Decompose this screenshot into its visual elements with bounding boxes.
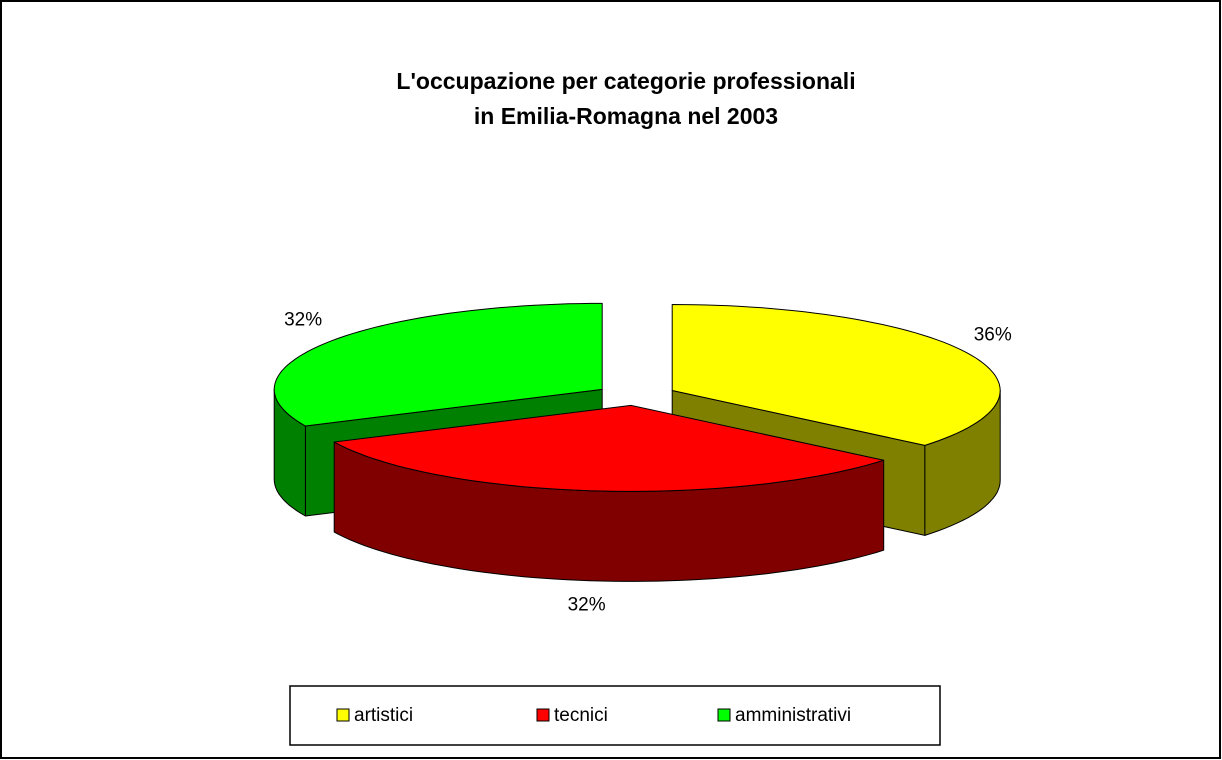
slice [273,302,603,427]
data-label: 36% [974,325,1012,346]
legend-swatch [536,708,550,722]
legend-label: amministrativi [735,705,851,726]
slice [671,304,1001,446]
data-label: 32% [284,309,322,330]
legend-label: tecnici [554,705,608,726]
data-label: 32% [568,594,606,615]
legend-box [289,685,941,746]
chart-title: L'occupazione per categorie professional… [396,68,855,94]
legend-swatch [717,708,731,722]
legend-swatch [336,708,350,722]
legend: artistici tecnici amministrativi [336,705,851,726]
pie: 32% 36% 32% [273,302,1012,615]
legend-label: artistici [354,705,413,726]
slice [333,404,885,492]
chart-title: in Emilia-Romagna nel 2003 [474,103,778,129]
